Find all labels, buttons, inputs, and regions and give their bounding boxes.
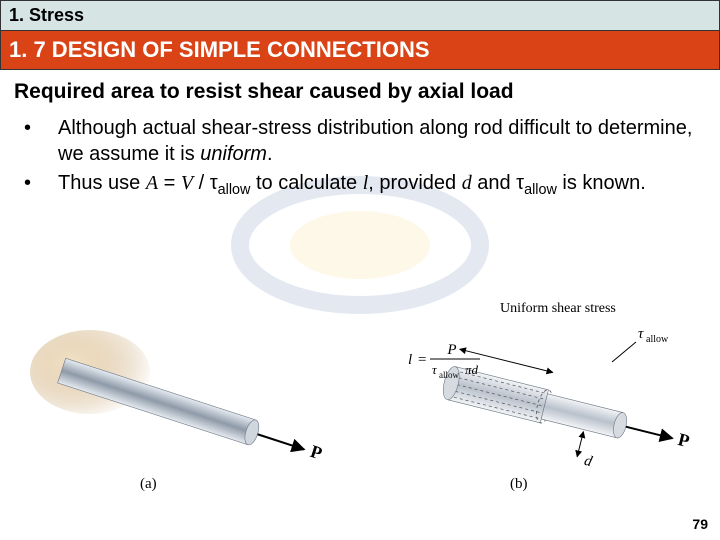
rod-b-body: [541, 394, 623, 438]
chapter-label: 1. Stress: [9, 5, 84, 25]
text-run: V: [181, 172, 193, 194]
force-label-b: P: [676, 429, 692, 451]
text-run: uniform: [200, 143, 267, 165]
diameter-dimension-line: [577, 432, 583, 457]
bullet-marker: •: [24, 116, 58, 167]
section-bar: 1. 7 DESIGN OF SIMPLE CONNECTIONS: [0, 31, 720, 70]
force-label-a: P: [308, 441, 325, 463]
section-label: 1. 7 DESIGN OF SIMPLE CONNECTIONS: [9, 37, 430, 62]
text-run: Thus use: [58, 172, 146, 194]
figure-svg: P (a) Uniform shear stress τ allow: [0, 280, 720, 500]
formula-pid: πd: [465, 362, 479, 377]
figure-panel-b: Uniform shear stress τ allow: [408, 301, 697, 492]
text-run: to calculate: [250, 172, 362, 194]
chapter-bar: 1. Stress: [0, 0, 720, 31]
tau-sub: allow: [646, 334, 669, 345]
text-run: allow: [218, 182, 251, 198]
tau-leader: [612, 342, 636, 362]
figure-area: P (a) Uniform shear stress τ allow: [0, 280, 720, 500]
panel-a-label: (a): [140, 476, 157, 492]
length-formula: l = P τ allow πd: [408, 342, 480, 380]
text-run: / τ: [193, 172, 218, 194]
shear-caption: Uniform shear stress: [500, 301, 616, 316]
page-subtitle: Required area to resist shear caused by …: [0, 70, 720, 110]
bullet-text: Thus use A = V / τallow to calculate l, …: [58, 171, 696, 199]
diameter-label: d: [582, 453, 594, 470]
bullet-marker: •: [24, 171, 58, 199]
bullet-row: •Thus use A = V / τallow to calculate l,…: [24, 171, 696, 199]
text-run: A: [146, 172, 158, 194]
panel-b-label: (b): [510, 476, 528, 492]
text-run: d: [462, 172, 472, 194]
page-number: 79: [692, 516, 708, 532]
text-run: .: [267, 143, 273, 165]
force-arrow-a: [258, 434, 305, 449]
bullet-text: Although actual shear-stress distributio…: [58, 116, 696, 167]
tau-allow-label: τ allow: [612, 326, 669, 362]
formula-top: P: [446, 342, 456, 358]
text-run: is known.: [557, 172, 646, 194]
bullet-row: •Although actual shear-stress distributi…: [24, 116, 696, 167]
text-run: and τ: [472, 172, 524, 194]
text-run: allow: [524, 182, 557, 198]
text-run: Although actual shear-stress distributio…: [58, 117, 692, 165]
formula-tau: τ: [432, 362, 438, 377]
text-run: =: [158, 172, 181, 194]
text-run: , provided: [368, 172, 461, 194]
formula-tau-sub: allow: [439, 370, 459, 380]
force-arrow-b: [626, 427, 673, 439]
formula-l: l: [408, 352, 412, 368]
tau-symbol: τ: [638, 326, 644, 342]
figure-panel-a: P (a): [30, 330, 325, 492]
body-content: •Although actual shear-stress distributi…: [0, 110, 720, 200]
svg-text:=: =: [418, 352, 426, 368]
